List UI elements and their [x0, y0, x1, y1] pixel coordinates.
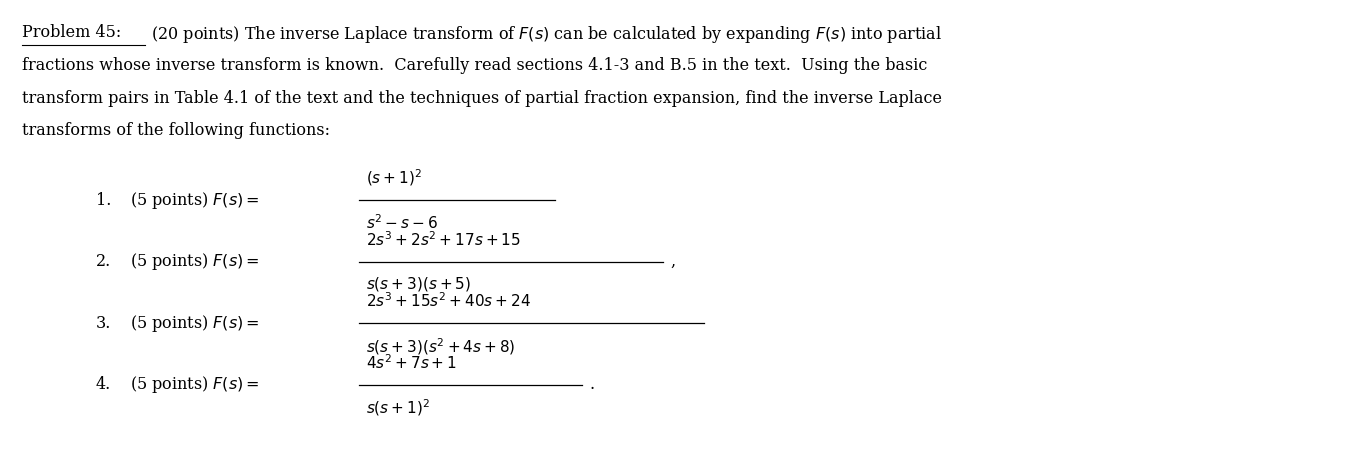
Text: Problem 45:: Problem 45: [22, 24, 121, 41]
Text: $(s+1)^2$: $(s+1)^2$ [366, 167, 422, 188]
Text: 4.: 4. [96, 376, 111, 393]
Text: transforms of the following functions:: transforms of the following functions: [22, 122, 329, 140]
Text: fractions whose inverse transform is known.  Carefully read sections 4.1-3 and B: fractions whose inverse transform is kno… [22, 57, 927, 74]
Text: $2s^3 + 2s^2 + 17s + 15$: $2s^3 + 2s^2 + 17s + 15$ [366, 230, 521, 249]
Text: ,: , [670, 253, 676, 270]
Text: (5 points) $F(s) = $: (5 points) $F(s) = $ [130, 313, 260, 334]
Text: 3.: 3. [96, 315, 111, 332]
Text: 2.: 2. [96, 253, 111, 270]
Text: (5 points) $F(s) = $: (5 points) $F(s) = $ [130, 374, 260, 395]
Text: (5 points) $F(s) = $: (5 points) $F(s) = $ [130, 190, 260, 211]
Text: (5 points) $F(s) = $: (5 points) $F(s) = $ [130, 251, 260, 272]
Text: $s(s+3)(s+5)$: $s(s+3)(s+5)$ [366, 274, 471, 293]
Text: $4s^2 + 7s + 1$: $4s^2 + 7s + 1$ [366, 353, 458, 372]
Text: $s(s+1)^2$: $s(s+1)^2$ [366, 398, 431, 418]
Text: transform pairs in Table 4.1 of the text and the techniques of partial fraction : transform pairs in Table 4.1 of the text… [22, 90, 941, 107]
Text: 1.: 1. [96, 192, 111, 209]
Text: $s(s+3)(s^2+4s+8)$: $s(s+3)(s^2+4s+8)$ [366, 336, 516, 357]
Text: (20 points) The inverse Laplace transform of $F(s)$ can be calculated by expandi: (20 points) The inverse Laplace transfor… [146, 24, 942, 45]
Text: $2s^3 + 15s^2 + 40s + 24$: $2s^3 + 15s^2 + 40s + 24$ [366, 292, 531, 311]
Text: .: . [589, 376, 594, 393]
Text: $s^2 - s - 6$: $s^2 - s - 6$ [366, 213, 439, 232]
